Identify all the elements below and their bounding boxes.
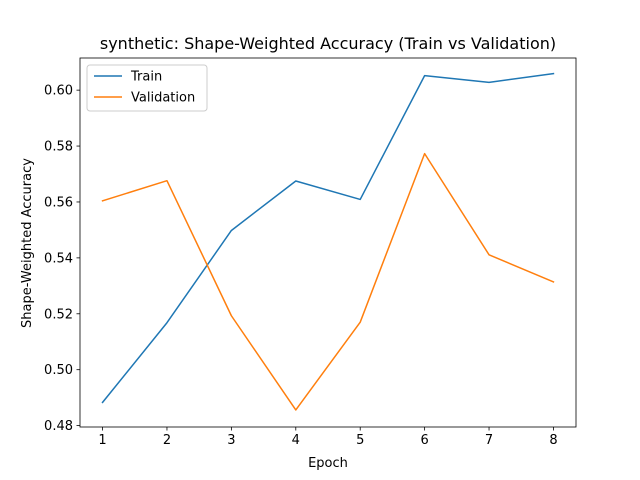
x-tick-label: 1 — [98, 433, 106, 448]
axes-frame — [79, 57, 577, 428]
y-tick-label: 0.58 — [44, 140, 73, 155]
y-axis-label: Shape-Weighted Accuracy — [20, 158, 35, 328]
series-line-validation — [101, 152, 555, 411]
y-tick-label: 0.52 — [44, 307, 73, 322]
x-tick-label: 3 — [227, 433, 235, 448]
legend-label-train: Train — [130, 70, 162, 85]
chart-title: synthetic: Shape-Weighted Accuracy (Trai… — [100, 34, 556, 53]
x-tick-label: 4 — [292, 433, 300, 448]
x-tick-label: 2 — [163, 433, 171, 448]
x-axis-label: Epoch — [308, 456, 348, 471]
plot-area: 1 2 3 4 5 6 7 8 0.48 0.50 0.52 0.54 0.56 0.58 0.60 Trai… — [44, 57, 577, 448]
y-tick-label: 0.48 — [44, 419, 73, 434]
y-tick-label: 0.54 — [44, 251, 73, 266]
legend: Train Validation — [86, 64, 208, 112]
x-tick-label: 5 — [356, 433, 364, 448]
series-line-train — [101, 72, 555, 404]
x-tick-label: 6 — [420, 433, 428, 448]
x-tick-label: 7 — [485, 433, 493, 448]
legend-label-validation: Validation — [131, 91, 195, 106]
y-tick-label: 0.56 — [44, 195, 73, 210]
x-tick-label: 8 — [549, 433, 557, 448]
y-tick-label: 0.60 — [44, 84, 73, 99]
y-tick-label: 0.50 — [44, 363, 73, 378]
